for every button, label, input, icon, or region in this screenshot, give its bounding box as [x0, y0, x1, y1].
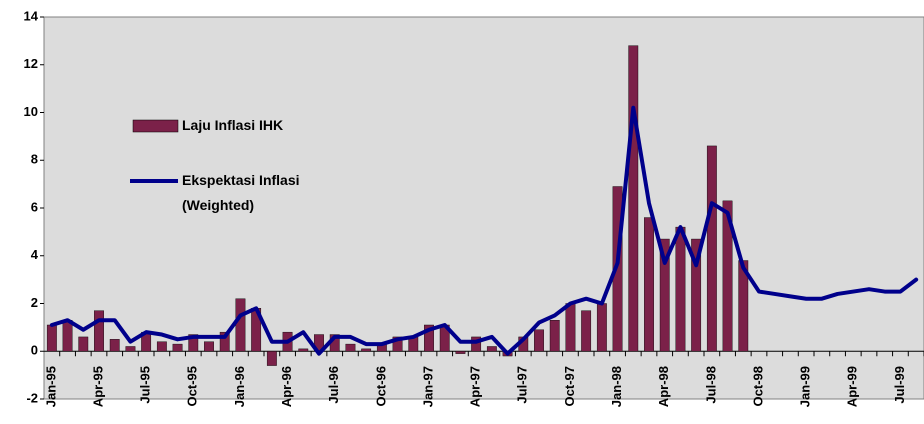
bar: [565, 303, 576, 352]
plot-area: [43, 16, 924, 400]
x-tick-label: Apr-96: [279, 366, 294, 407]
bar: [219, 331, 230, 352]
legend-item: Ekspektasi Inflasi (Weighted): [182, 172, 300, 213]
bar: [62, 320, 73, 352]
bar: [675, 226, 686, 352]
legend-item: Laju Inflasi IHK: [182, 117, 284, 133]
x-tick-label: Jan-96: [232, 366, 247, 407]
bar: [78, 336, 89, 352]
bar: [596, 303, 607, 352]
bar: [644, 217, 654, 352]
bar: [345, 343, 356, 352]
x-tick-label: Jul-96: [326, 366, 341, 404]
bar: [659, 238, 670, 352]
bar: [722, 200, 733, 352]
y-tick-label: 4: [31, 247, 39, 262]
x-tick-label: Jul-98: [703, 366, 718, 404]
x-tick-label: Jan-98: [609, 366, 624, 407]
y-tick-label: 6: [31, 199, 38, 214]
bar: [424, 324, 434, 352]
y-tick-label: 10: [24, 104, 38, 119]
x-tick-label: Jul-99: [892, 366, 907, 404]
bar: [628, 45, 639, 352]
bar: [94, 310, 104, 352]
y-tick-label: 12: [24, 56, 38, 71]
bar: [549, 320, 560, 352]
y-tick-label: 8: [31, 152, 38, 167]
bar: [392, 336, 403, 352]
bar: [298, 348, 309, 352]
bar: [204, 341, 214, 352]
y-tick-label: 0: [31, 343, 38, 358]
bar: [486, 346, 497, 352]
legend-label: Ekspektasi Inflasi (Weighted): [182, 172, 300, 213]
bar: [706, 145, 717, 352]
x-tick-label: Apr-95: [90, 366, 105, 407]
bar: [581, 310, 592, 352]
bar: [109, 339, 120, 352]
y-tick-label: 14: [24, 8, 39, 23]
x-tick-label: Oct-95: [185, 366, 200, 406]
x-tick-label: Oct-96: [373, 366, 388, 406]
bar: [471, 336, 482, 352]
x-tick-label: Jan-97: [420, 366, 435, 407]
bar: [266, 351, 277, 366]
bar: [612, 186, 623, 352]
bar: [46, 324, 57, 352]
x-tick-label: Jul-95: [138, 366, 153, 404]
legend-swatch-bar: [132, 119, 179, 133]
x-tick-label: Oct-97: [562, 366, 577, 406]
y-tick-label: 2: [31, 295, 38, 310]
x-tick-label: Apr-98: [656, 366, 671, 407]
bar: [125, 346, 136, 352]
bar: [188, 334, 199, 352]
bar: [455, 351, 466, 354]
bar: [361, 348, 372, 352]
legend-label: Laju Inflasi IHK: [182, 117, 284, 133]
line: [49, 105, 919, 356]
bar: [156, 341, 167, 352]
x-tick-label: Jul-97: [515, 366, 530, 404]
x-tick-label: Jan-95: [43, 366, 58, 407]
x-tick-label: Oct-98: [750, 366, 765, 406]
x-tick-label: Apr-99: [845, 366, 860, 407]
x-tick-label: Jan-99: [798, 366, 813, 407]
y-tick-label: -2: [26, 390, 38, 405]
bar: [235, 298, 246, 352]
bar: [691, 238, 702, 352]
bar: [172, 343, 183, 352]
bar: [534, 329, 544, 352]
x-tick-label: Apr-97: [468, 366, 483, 407]
